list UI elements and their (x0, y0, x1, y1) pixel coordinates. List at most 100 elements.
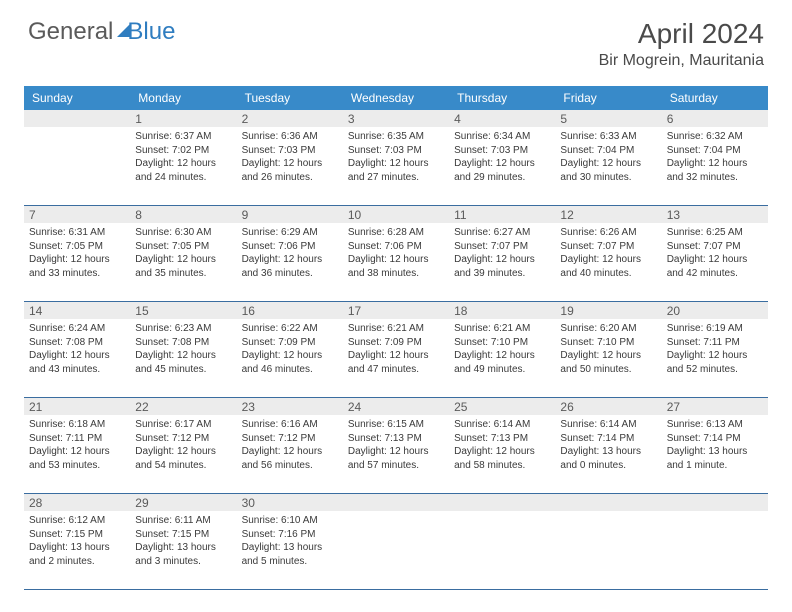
day-info-line: and 1 minute. (667, 459, 763, 473)
day-header: Tuesday (237, 86, 343, 110)
day-number: 22 (130, 398, 236, 415)
day-cell: Sunrise: 6:34 AMSunset: 7:03 PMDaylight:… (449, 127, 555, 205)
day-info-line: Sunrise: 6:24 AM (29, 322, 125, 336)
day-cell: Sunrise: 6:22 AMSunset: 7:09 PMDaylight:… (237, 319, 343, 397)
calendar-grid: SundayMondayTuesdayWednesdayThursdayFrid… (24, 86, 768, 590)
day-info-line: and 46 minutes. (242, 363, 338, 377)
day-cell: Sunrise: 6:10 AMSunset: 7:16 PMDaylight:… (237, 511, 343, 589)
day-info-line: Sunset: 7:03 PM (348, 144, 444, 158)
day-info-line: Sunrise: 6:27 AM (454, 226, 550, 240)
day-cell: Sunrise: 6:35 AMSunset: 7:03 PMDaylight:… (343, 127, 449, 205)
day-info-line: and 35 minutes. (135, 267, 231, 281)
day-info-line: Sunset: 7:10 PM (454, 336, 550, 350)
day-info-line: and 0 minutes. (560, 459, 656, 473)
day-info-line: Sunset: 7:06 PM (242, 240, 338, 254)
day-number: 29 (130, 494, 236, 511)
day-number: 21 (24, 398, 130, 415)
day-cell: Sunrise: 6:32 AMSunset: 7:04 PMDaylight:… (662, 127, 768, 205)
day-cell (449, 511, 555, 589)
day-info-line: Daylight: 12 hours (560, 349, 656, 363)
day-info-line: Sunrise: 6:25 AM (667, 226, 763, 240)
day-info-line: Daylight: 12 hours (29, 349, 125, 363)
day-number (24, 110, 130, 127)
day-number (343, 494, 449, 511)
week-row: Sunrise: 6:18 AMSunset: 7:11 PMDaylight:… (24, 415, 768, 494)
weeks-container: 123456Sunrise: 6:37 AMSunset: 7:02 PMDay… (24, 110, 768, 590)
day-info-line: Daylight: 12 hours (560, 253, 656, 267)
day-info-line: Daylight: 12 hours (348, 445, 444, 459)
day-info-line: Sunrise: 6:30 AM (135, 226, 231, 240)
location-subtitle: Bir Mogrein, Mauritania (599, 52, 764, 70)
daynum-row: 282930 (24, 494, 768, 511)
day-info-line: Daylight: 12 hours (29, 445, 125, 459)
day-header: Friday (555, 86, 661, 110)
day-info-line: Daylight: 12 hours (348, 349, 444, 363)
day-info-line: Sunrise: 6:12 AM (29, 514, 125, 528)
day-number: 12 (555, 206, 661, 223)
day-number: 20 (662, 302, 768, 319)
week-row: Sunrise: 6:31 AMSunset: 7:05 PMDaylight:… (24, 223, 768, 302)
day-number: 4 (449, 110, 555, 127)
day-info-line: Sunset: 7:14 PM (560, 432, 656, 446)
logo-triangle-icon (117, 23, 131, 37)
day-info-line: and 56 minutes. (242, 459, 338, 473)
day-number: 3 (343, 110, 449, 127)
day-info-line: Sunset: 7:12 PM (135, 432, 231, 446)
day-info-line: Sunrise: 6:23 AM (135, 322, 231, 336)
day-number: 1 (130, 110, 236, 127)
day-info-line: Sunrise: 6:11 AM (135, 514, 231, 528)
day-info-line: Daylight: 12 hours (454, 445, 550, 459)
day-info-line: Daylight: 12 hours (348, 157, 444, 171)
day-info-line: Sunset: 7:16 PM (242, 528, 338, 542)
day-cell: Sunrise: 6:12 AMSunset: 7:15 PMDaylight:… (24, 511, 130, 589)
day-info-line: Sunrise: 6:15 AM (348, 418, 444, 432)
day-header: Thursday (449, 86, 555, 110)
day-info-line: Daylight: 12 hours (454, 253, 550, 267)
day-info-line: Sunrise: 6:34 AM (454, 130, 550, 144)
day-info-line: Daylight: 12 hours (242, 253, 338, 267)
day-info-line: Daylight: 12 hours (560, 157, 656, 171)
day-info-line: and 36 minutes. (242, 267, 338, 281)
day-cell (662, 511, 768, 589)
day-info-line: Sunrise: 6:29 AM (242, 226, 338, 240)
day-header-row: SundayMondayTuesdayWednesdayThursdayFrid… (24, 86, 768, 110)
day-info-line: and 24 minutes. (135, 171, 231, 185)
day-info-line: Sunrise: 6:37 AM (135, 130, 231, 144)
day-number: 5 (555, 110, 661, 127)
day-info-line: Sunset: 7:07 PM (454, 240, 550, 254)
day-info-line: Sunset: 7:03 PM (454, 144, 550, 158)
day-info-line: Daylight: 13 hours (29, 541, 125, 555)
day-info-line: Sunrise: 6:13 AM (667, 418, 763, 432)
daynum-row: 21222324252627 (24, 398, 768, 415)
day-cell: Sunrise: 6:33 AMSunset: 7:04 PMDaylight:… (555, 127, 661, 205)
page-header: General Blue April 2024 Bir Mogrein, Mau… (0, 0, 792, 78)
day-number: 28 (24, 494, 130, 511)
day-info-line: and 33 minutes. (29, 267, 125, 281)
day-number: 9 (237, 206, 343, 223)
day-cell: Sunrise: 6:14 AMSunset: 7:14 PMDaylight:… (555, 415, 661, 493)
week-row: Sunrise: 6:12 AMSunset: 7:15 PMDaylight:… (24, 511, 768, 590)
day-info-line: Sunrise: 6:21 AM (454, 322, 550, 336)
day-info-line: and 58 minutes. (454, 459, 550, 473)
day-cell: Sunrise: 6:14 AMSunset: 7:13 PMDaylight:… (449, 415, 555, 493)
day-info-line: Sunset: 7:08 PM (135, 336, 231, 350)
day-info-line: Daylight: 12 hours (135, 445, 231, 459)
day-cell: Sunrise: 6:13 AMSunset: 7:14 PMDaylight:… (662, 415, 768, 493)
day-info-line: Sunrise: 6:16 AM (242, 418, 338, 432)
day-cell: Sunrise: 6:16 AMSunset: 7:12 PMDaylight:… (237, 415, 343, 493)
day-number: 19 (555, 302, 661, 319)
day-cell: Sunrise: 6:20 AMSunset: 7:10 PMDaylight:… (555, 319, 661, 397)
day-info-line: and 57 minutes. (348, 459, 444, 473)
day-number: 16 (237, 302, 343, 319)
day-info-line: Sunset: 7:04 PM (560, 144, 656, 158)
day-cell: Sunrise: 6:36 AMSunset: 7:03 PMDaylight:… (237, 127, 343, 205)
day-info-line: Daylight: 12 hours (454, 157, 550, 171)
day-info-line: Daylight: 12 hours (242, 349, 338, 363)
day-info-line: and 3 minutes. (135, 555, 231, 569)
day-info-line: Sunrise: 6:22 AM (242, 322, 338, 336)
day-cell: Sunrise: 6:31 AMSunset: 7:05 PMDaylight:… (24, 223, 130, 301)
day-number: 18 (449, 302, 555, 319)
title-block: April 2024 Bir Mogrein, Mauritania (599, 18, 764, 70)
day-info-line: Sunset: 7:12 PM (242, 432, 338, 446)
day-info-line: and 42 minutes. (667, 267, 763, 281)
